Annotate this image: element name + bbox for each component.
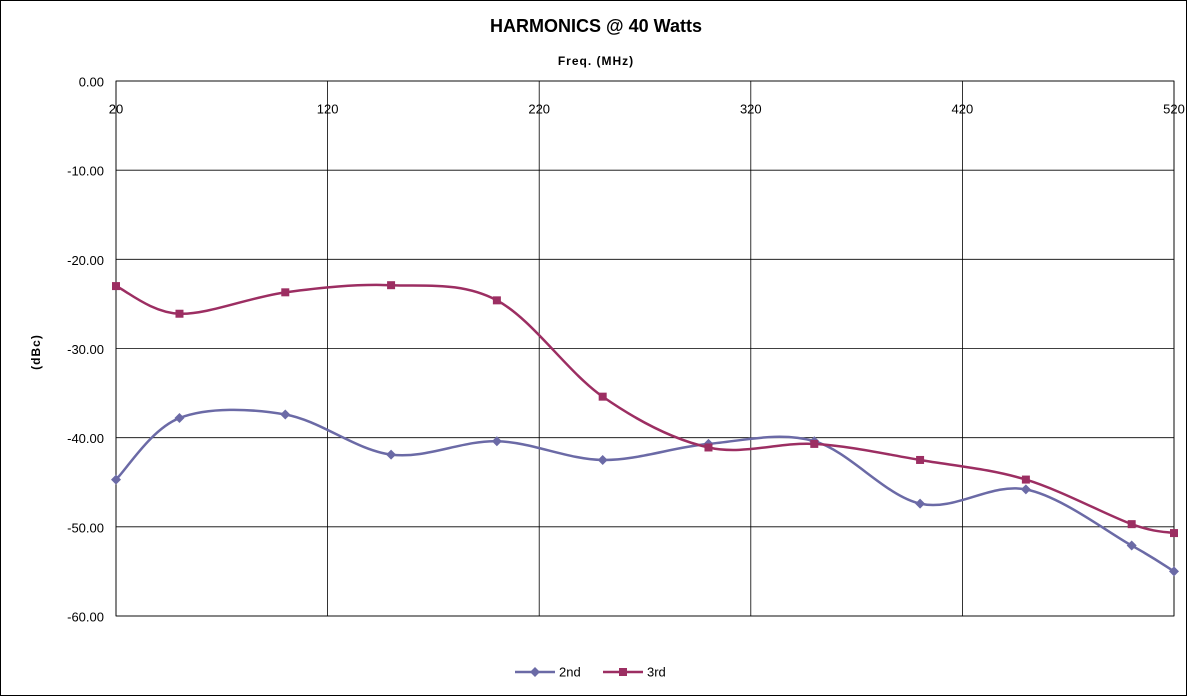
marker — [597, 454, 608, 465]
marker — [810, 439, 819, 448]
marker — [1170, 529, 1178, 538]
marker — [916, 455, 925, 464]
marker — [280, 409, 291, 420]
y-tick-label: -40.00 — [67, 431, 104, 446]
marker — [1169, 566, 1179, 577]
y-tick-label: -30.00 — [67, 342, 104, 357]
y-tick-label: -50.00 — [67, 520, 104, 535]
marker — [112, 282, 120, 291]
marker — [175, 309, 184, 318]
y-tick-label: -60.00 — [67, 609, 104, 624]
marker — [492, 296, 501, 305]
marker — [174, 413, 185, 424]
marker — [387, 281, 396, 290]
plot-border — [115, 80, 1175, 617]
legend-label: 3rd — [647, 664, 666, 679]
y-tick-label: 0.00 — [79, 74, 104, 89]
marker — [704, 443, 713, 452]
y-tick-label: -20.00 — [67, 253, 104, 268]
marker — [491, 436, 502, 447]
marker — [281, 288, 290, 297]
marker — [1126, 540, 1137, 551]
chart-title: HARMONICS @ 40 Watts — [490, 16, 702, 36]
y-tick-label: -10.00 — [67, 164, 104, 179]
legend-label: 2nd — [559, 664, 581, 679]
x-axis-label: Freq. (MHz) — [558, 54, 634, 68]
marker — [530, 667, 540, 677]
marker — [386, 449, 397, 460]
marker — [598, 392, 607, 401]
y-axis-label: (dBc) — [29, 334, 43, 370]
marker — [1020, 484, 1031, 495]
marker — [1127, 520, 1136, 529]
marker — [1021, 475, 1030, 484]
marker — [111, 474, 121, 485]
marker — [915, 498, 926, 509]
marker — [619, 668, 627, 676]
